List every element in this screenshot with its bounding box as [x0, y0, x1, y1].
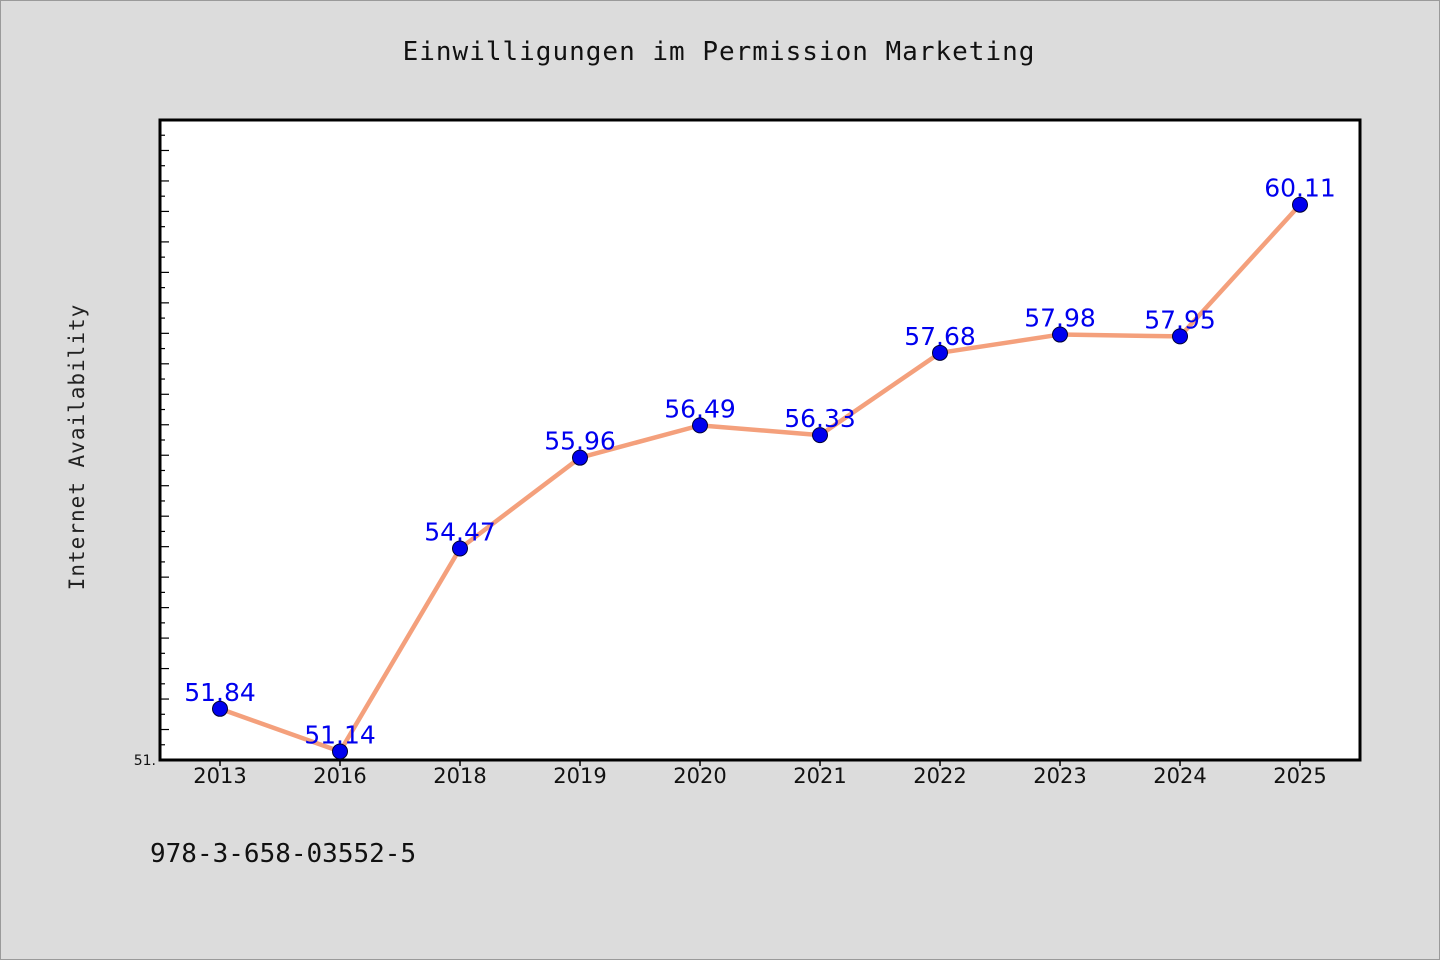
y-tick-label: 51.: [134, 753, 156, 769]
x-tick-label: 2025: [1273, 764, 1326, 788]
isbn-footer: 978-3-658-03552-5: [150, 839, 416, 869]
data-value-label: 51.84: [184, 678, 256, 707]
data-value-label: 57.68: [904, 322, 976, 351]
data-point-marker: [1292, 196, 1308, 213]
data-point-marker: [1172, 328, 1188, 345]
x-tick-label: 2021: [793, 764, 846, 788]
data-value-label: 54.47: [424, 517, 496, 546]
data-point-marker: [212, 700, 228, 717]
data-point-marker: [692, 417, 708, 434]
data-value-label: 57.95: [1144, 305, 1216, 334]
data-markers-group: [212, 196, 1308, 760]
y-axis-label: Internet Availability: [65, 304, 89, 591]
data-point-marker: [332, 743, 348, 760]
y-axis-ticks: 51.: [134, 119, 169, 769]
data-point-marker: [572, 449, 588, 466]
x-tick-label: 2023: [1033, 764, 1086, 788]
data-point-marker: [452, 540, 468, 557]
data-value-label: 60.11: [1264, 174, 1336, 203]
data-value-label: 56.49: [664, 394, 736, 423]
x-tick-label: 2022: [913, 764, 966, 788]
data-point-marker: [1052, 326, 1068, 343]
chart-title: Einwilligungen im Permission Marketing: [403, 37, 1036, 67]
x-axis-ticks: 2013 2016 2018 2019 2020 2021 2022 2023 2024 2025: [193, 760, 1327, 788]
x-tick-label: 2020: [673, 764, 726, 788]
data-point-marker: [932, 344, 948, 361]
data-value-label: 55.96: [544, 427, 616, 456]
plot-area: [158, 118, 1362, 762]
data-value-label: 57.98: [1024, 304, 1096, 333]
series-line: [217, 202, 1303, 754]
data-point-marker: [812, 427, 828, 444]
x-tick-label: 2018: [433, 764, 486, 788]
data-value-label: 51.14: [304, 720, 376, 749]
data-labels-group: 51.84 51.14 54.47 55.96 56.49 56.33 57.68 57.98…: [184, 174, 1336, 750]
x-tick-label: 2016: [313, 764, 366, 788]
series-line-group: [217, 202, 1303, 754]
x-tick-label: 2024: [1153, 764, 1206, 788]
x-tick-label: 2019: [553, 764, 606, 788]
data-value-label: 56.33: [784, 404, 856, 433]
x-tick-label: 2013: [193, 764, 246, 788]
